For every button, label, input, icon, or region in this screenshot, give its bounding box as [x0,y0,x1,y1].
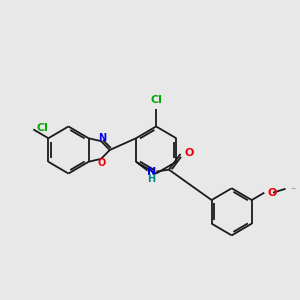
Text: O: O [184,148,194,158]
Text: Cl: Cl [36,123,48,134]
Text: methyl: methyl [292,188,297,189]
Text: O: O [267,188,277,198]
Text: H: H [148,174,156,184]
Text: N: N [147,167,156,177]
Text: Cl: Cl [150,95,162,105]
Text: N: N [98,133,106,143]
Text: O: O [98,158,106,168]
